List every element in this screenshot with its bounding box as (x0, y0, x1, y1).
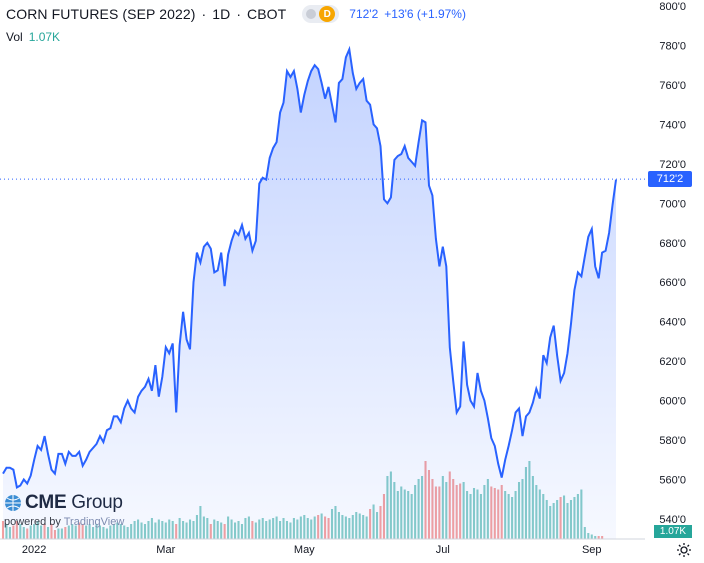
volume-value: 1.07K (28, 30, 61, 44)
last-price-axis-label: 712'2 (648, 171, 692, 188)
y-tick-label: 800'0 (659, 1, 686, 13)
x-tick-label: Mar (156, 544, 175, 556)
delay-badge[interactable]: D (302, 5, 340, 23)
settings-gear-icon[interactable] (676, 542, 692, 558)
x-tick-label: 2022 (22, 544, 46, 556)
globe-icon (5, 495, 21, 511)
interval-label[interactable]: 1D (212, 6, 231, 22)
powered-by[interactable]: powered by TradingView (4, 516, 125, 528)
cme-logo: CME Group (4, 492, 123, 514)
delayed-data-icon: D (319, 6, 336, 22)
price-line (2, 45, 617, 489)
y-tick-label: 700'0 (659, 198, 686, 210)
y-tick-label: 640'0 (659, 317, 686, 329)
y-tick-label: 740'0 (659, 119, 686, 131)
x-tick-label: Sep (582, 544, 602, 556)
header-separator: · (236, 6, 241, 22)
logo-text: CME Group (25, 492, 123, 513)
y-tick-label: 720'0 (659, 159, 686, 171)
y-tick-label: 600'0 (659, 396, 686, 408)
x-tick-label: Jul (436, 544, 450, 556)
symbol-title[interactable]: CORN FUTURES (SEP 2022) (6, 6, 196, 22)
chart-header: CORN FUTURES (SEP 2022) · 1D · CBOT D 71… (6, 5, 466, 23)
volume-legend[interactable]: Vol 1.07K (6, 30, 60, 44)
volume-axis-label: 1.07K (654, 525, 692, 538)
y-tick-label: 780'0 (659, 40, 686, 52)
y-tick-label: 660'0 (659, 277, 686, 289)
y-tick-label: 760'0 (659, 80, 686, 92)
y-tick-label: 540'0 (659, 514, 686, 526)
y-tick-label: 560'0 (659, 475, 686, 487)
y-axis[interactable]: 800'0 780'0 760'0 740'0 720'0 700'0 680'0 660'0… (659, 1, 686, 526)
y-tick-label: 680'0 (659, 238, 686, 250)
status-dot-icon (306, 9, 317, 19)
header-separator: · (201, 6, 207, 22)
volume-label: Vol (6, 30, 23, 44)
last-price: 712'2 (349, 7, 379, 21)
x-tick-label: May (294, 544, 315, 556)
exchange-label: CBOT (246, 6, 287, 22)
x-axis[interactable]: 2022 Mar May Jul Sep (22, 544, 602, 556)
y-tick-label: 620'0 (659, 356, 686, 368)
price-area (3, 49, 616, 540)
y-tick-label: 580'0 (659, 435, 686, 447)
price-change: +13'6 (+1.97%) (384, 7, 466, 21)
tradingview-link[interactable]: TradingView (63, 516, 125, 528)
